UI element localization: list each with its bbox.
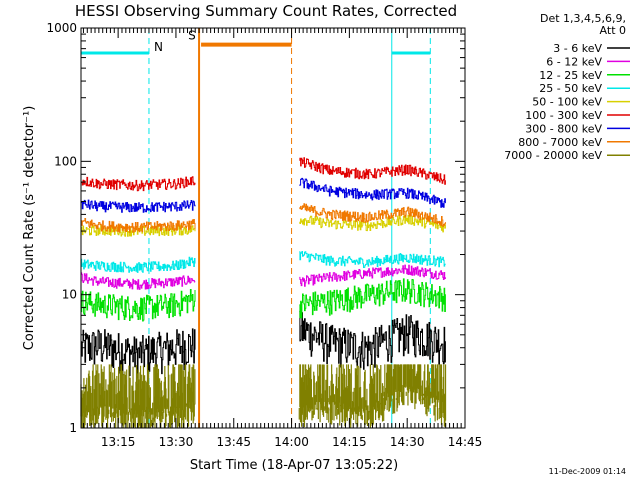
plot-area: NS — [80, 28, 447, 428]
series-5-line-segment-1 — [299, 157, 446, 185]
y-tick-label: 100 — [54, 154, 77, 168]
series-4-line-segment-1 — [299, 214, 446, 233]
x-tick-label: 14:45 — [448, 435, 483, 449]
x-tick-label: 14:15 — [332, 435, 367, 449]
footer-timestamp: 11-Dec-2009 01:14 — [549, 467, 626, 476]
legend-entry-label: 300 - 800 keV — [525, 122, 602, 135]
x-axis-label: Start Time (18-Apr-07 13:05:22) — [190, 458, 398, 473]
chart-title: HESSI Observing Summary Count Rates, Cor… — [75, 2, 457, 20]
x-tick-label: 13:15 — [101, 435, 136, 449]
series-8-segment-1 — [298, 364, 447, 428]
x-tick-label: 13:45 — [216, 435, 251, 449]
series-3-line-segment-1 — [299, 251, 446, 268]
interval-label-N: N — [154, 40, 163, 54]
legend-entry-label: 50 - 100 keV — [532, 96, 602, 109]
series-0-line-segment-0 — [81, 328, 196, 379]
x-tick-label: 13:30 — [159, 435, 194, 449]
y-tick-label: 10 — [62, 288, 77, 302]
axes: 1 10 100 1000 13:15 13:30 13:45 14:00 14:15 14:30… — [46, 21, 482, 449]
y-tick-label: 1 — [69, 421, 77, 435]
series-7-line-segment-1 — [299, 203, 446, 228]
legend-entry-label: 100 - 300 keV — [525, 109, 602, 122]
x-tick-label: 14:00 — [274, 435, 309, 449]
series-3-line-segment-0 — [81, 256, 196, 273]
series-0-line-segment-1 — [299, 310, 446, 370]
y-axis-label: Corrected Count Rate (s⁻¹ detector⁻¹) — [22, 106, 37, 351]
legend-header-line: Att 0 — [600, 24, 626, 37]
series-1-line-segment-0 — [81, 272, 196, 290]
x-tick-label: 14:30 — [390, 435, 425, 449]
series-5-line-segment-0 — [81, 176, 196, 192]
series-6-line-segment-0 — [81, 199, 196, 213]
y-tick-label: 1000 — [46, 21, 77, 35]
interval-label-S: S — [188, 29, 196, 43]
series-8-segment-0 — [80, 364, 196, 428]
series-2-line-segment-0 — [81, 289, 196, 322]
series-1-line-segment-1 — [299, 264, 446, 287]
legend-entry-label: 7000 - 20000 keV — [504, 149, 602, 162]
series-7-line-segment-0 — [81, 218, 196, 233]
plot-frame — [80, 27, 466, 429]
legend-entry-label: 800 - 7000 keV — [518, 136, 602, 149]
legend-entry-label: 12 - 25 keV — [539, 69, 602, 82]
series-2-line-segment-1 — [299, 278, 446, 319]
series-6-line-segment-1 — [299, 177, 446, 208]
legend-entry-label: 3 - 6 keV — [553, 42, 602, 55]
legend-entry-label: 25 - 50 keV — [539, 82, 602, 95]
legend-entry-label: 6 - 12 keV — [546, 55, 602, 68]
legend-header-line: Det 1,3,4,5,6,9, — [540, 12, 626, 25]
